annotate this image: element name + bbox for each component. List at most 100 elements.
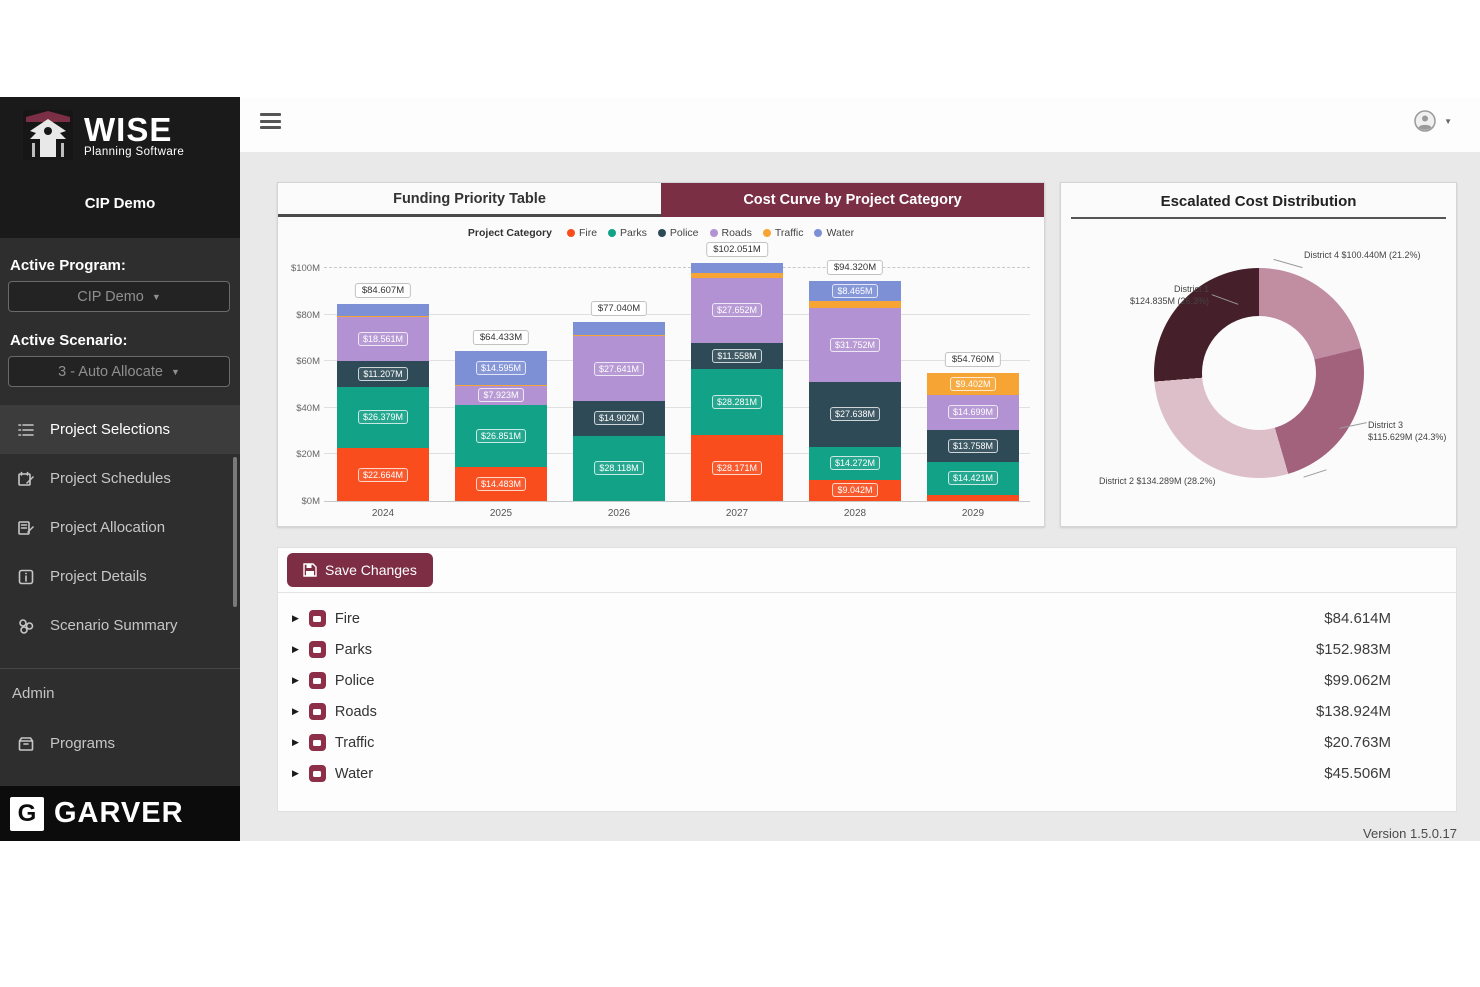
bar-segment-roads[interactable]: $27.641M: [573, 336, 665, 401]
sidebar-item-scenario-summary[interactable]: Scenario Summary: [0, 601, 240, 650]
category-checkbox[interactable]: [308, 610, 326, 627]
category-checkbox[interactable]: [308, 734, 326, 751]
tab-cost-curve-by-project-category[interactable]: Cost Curve by Project Category: [661, 183, 1044, 217]
sidebar-item-project-details[interactable]: Project Details: [0, 552, 240, 601]
bar-segment-traffic[interactable]: [691, 273, 783, 279]
sidebar-scrollbar[interactable]: [233, 457, 237, 607]
bar-group-2029: $14.421M $13.758M $14.699M $9.402M $54.760M 2…: [914, 240, 1032, 519]
user-menu[interactable]: ▼: [1413, 109, 1452, 133]
hamburger-icon[interactable]: [260, 113, 281, 129]
sidebar-item-project-allocation[interactable]: Project Allocation: [0, 503, 240, 552]
sidebar-item-programs[interactable]: Programs: [0, 719, 240, 768]
stacked-bar-2025[interactable]: $14.483M $26.851M $7.923M $14.595M: [455, 350, 547, 501]
bar-segment-police[interactable]: $13.758M: [927, 429, 1019, 462]
bar-segment-parks[interactable]: $14.272M: [809, 446, 901, 480]
donut-hole: [1202, 316, 1316, 430]
bar-segment-fire[interactable]: $28.171M: [691, 435, 783, 501]
expand-caret-icon[interactable]: ▶: [292, 737, 299, 747]
save-changes-button[interactable]: Save Changes: [287, 553, 433, 587]
y-axis-tick: $100M: [290, 263, 320, 274]
bar-segment-roads[interactable]: $18.561M: [337, 317, 429, 361]
bar-segment-traffic[interactable]: [573, 334, 665, 337]
segment-value-label: $27.641M: [593, 361, 645, 376]
floppy-disk-icon: [303, 563, 317, 577]
category-name: Fire: [334, 610, 360, 627]
expand-caret-icon[interactable]: ▶: [292, 706, 299, 716]
bar-segment-parks[interactable]: $26.379M: [337, 386, 429, 449]
category-checkbox[interactable]: [308, 672, 326, 689]
expand-caret-icon[interactable]: ▶: [292, 613, 299, 623]
bar-segment-water[interactable]: [337, 303, 429, 316]
y-axis-tick: $20M: [296, 449, 320, 461]
bar-segment-fire[interactable]: $14.483M: [455, 467, 547, 501]
bar-segment-roads[interactable]: $27.652M: [691, 278, 783, 343]
bar-segment-roads[interactable]: $7.923M: [455, 386, 547, 405]
stacked-bar-2024[interactable]: $22.664M $26.379M $11.207M $18.561M: [337, 303, 429, 501]
bar-segment-fire[interactable]: $9.042M: [809, 479, 901, 501]
y-axis-tick: $80M: [296, 309, 320, 321]
bar-segment-parks[interactable]: $26.851M: [455, 404, 547, 468]
expand-caret-icon[interactable]: ▶: [292, 768, 299, 778]
bar-segment-traffic[interactable]: [809, 301, 901, 309]
bar-segment-parks[interactable]: $14.421M: [927, 461, 1019, 496]
expand-caret-icon[interactable]: ▶: [292, 675, 299, 685]
category-checkbox[interactable]: [308, 765, 326, 782]
active-scenario-select[interactable]: 3 - Auto Allocate ▼: [8, 356, 230, 387]
bar-segment-fire[interactable]: [927, 495, 1019, 501]
sidebar-item-label: Scenario Summary: [50, 617, 178, 634]
segment-value-label: $26.379M: [357, 410, 409, 425]
bar-group-2027: $28.171M $28.281M $11.558M $27.652M $102.051…: [678, 240, 796, 519]
legend-item-parks[interactable]: Parks: [608, 227, 647, 239]
bar-segment-traffic[interactable]: $9.402M: [927, 373, 1019, 396]
bar-segment-roads[interactable]: $31.752M: [809, 308, 901, 383]
legend-item-water[interactable]: Water: [814, 227, 854, 239]
sidebar-item-project-selections[interactable]: Project Selections: [0, 405, 240, 454]
donut-label-district-4: District 4 $100.440M (21.2%): [1304, 250, 1421, 260]
bar-segment-traffic[interactable]: [337, 315, 429, 318]
tab-funding-priority-table[interactable]: Funding Priority Table: [278, 183, 661, 217]
donut-label-district-3: District 3 $115.629M (24.3%): [1368, 420, 1447, 442]
legend-item-police[interactable]: Police: [657, 227, 699, 239]
bar-total-label: $54.760M: [944, 352, 1002, 368]
category-checkbox[interactable]: [308, 641, 326, 658]
expand-caret-icon[interactable]: ▶: [292, 644, 299, 654]
bar-segment-water[interactable]: [573, 321, 665, 335]
legend-label: Fire: [578, 227, 598, 239]
bar-segment-water[interactable]: [691, 263, 783, 274]
segment-value-label: $22.664M: [357, 467, 409, 482]
chevron-down-icon: ▼: [170, 366, 180, 377]
sidebar-item-project-schedules[interactable]: Project Schedules: [0, 454, 240, 503]
bar-segment-traffic[interactable]: [455, 384, 547, 387]
sidebar-divider: [0, 668, 240, 669]
category-checkbox[interactable]: [308, 703, 326, 720]
bar-segment-parks[interactable]: $28.281M: [691, 369, 783, 436]
stacked-bar-2026[interactable]: $28.118M $14.902M $27.641M: [573, 321, 665, 501]
stacked-bar-2027[interactable]: $28.171M $28.281M $11.558M $27.652M: [691, 263, 783, 501]
donut-label-district-1: District 1 $124.835M (26.3%): [1129, 284, 1209, 306]
segment-value-label: $28.281M: [711, 395, 763, 410]
bar-segment-water[interactable]: $8.465M: [809, 281, 901, 301]
segment-value-label: $14.699M: [947, 405, 999, 420]
bar-segment-police[interactable]: $27.638M: [809, 382, 901, 447]
segment-value-label: $28.171M: [711, 461, 763, 476]
bar-segment-police[interactable]: $14.902M: [573, 400, 665, 436]
bar-segment-water[interactable]: $14.595M: [455, 350, 547, 385]
bar-segment-parks[interactable]: $28.118M: [573, 435, 665, 501]
bar-segment-police[interactable]: $11.558M: [691, 342, 783, 370]
stacked-bar-2029[interactable]: $14.421M $13.758M $14.699M $9.402M: [927, 373, 1019, 501]
bar-total-label: $77.040M: [590, 300, 648, 316]
bar-segment-fire[interactable]: $22.664M: [337, 448, 429, 501]
category-name: Traffic: [334, 734, 375, 751]
category-value: $45.506M: [1324, 765, 1391, 782]
active-program-select[interactable]: CIP Demo ▼: [8, 281, 230, 312]
donut-label-district-2: District 2 $134.289M (28.2%): [1099, 476, 1216, 486]
garver-logo-text: GARVER: [54, 797, 184, 829]
legend-item-fire[interactable]: Fire: [566, 227, 598, 239]
legend-item-roads[interactable]: Roads: [709, 227, 752, 239]
stacked-bar-2028[interactable]: $9.042M $14.272M $27.638M $31.752M $8.465M: [809, 281, 901, 501]
bar-segment-roads[interactable]: $14.699M: [927, 395, 1019, 430]
legend-item-traffic[interactable]: Traffic: [762, 227, 803, 239]
save-changes-label: Save Changes: [325, 562, 417, 578]
bar-segment-police[interactable]: $11.207M: [337, 360, 429, 387]
